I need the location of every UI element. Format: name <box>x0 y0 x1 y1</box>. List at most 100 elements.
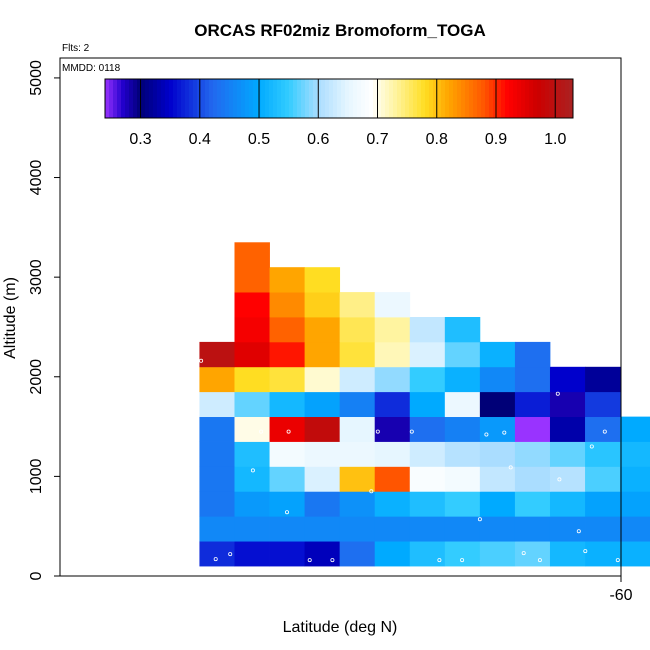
heatmap-cell <box>339 292 376 318</box>
colorbar-swatch <box>229 79 234 118</box>
heatmap-cell <box>620 541 650 567</box>
colorbar-swatch <box>389 79 394 118</box>
colorbar-swatch <box>125 79 130 118</box>
heatmap-cell <box>234 341 270 368</box>
heatmap-cell <box>514 466 551 492</box>
heatmap-cell <box>620 466 650 492</box>
colorbar-swatch <box>385 79 390 118</box>
heatmap-cell <box>304 391 341 418</box>
heatmap-cell <box>234 516 270 542</box>
sample-point <box>307 558 312 563</box>
heatmap-cell <box>339 516 376 542</box>
sample-point <box>602 429 607 434</box>
sample-point <box>437 558 442 563</box>
colorbar-swatch <box>133 79 138 118</box>
heatmap-cell <box>514 541 551 567</box>
colorbar-swatch <box>485 79 490 118</box>
heatmap-cell <box>479 441 516 467</box>
colorbar-swatch <box>137 79 142 118</box>
heatmap-cell <box>444 466 481 492</box>
colorbar-swatch <box>265 79 270 118</box>
colorbar-swatch <box>441 79 446 118</box>
colorbar-swatch <box>561 79 566 118</box>
colorbar-swatch <box>317 79 322 118</box>
sample-point <box>369 489 374 494</box>
colorbar-swatch <box>541 79 546 118</box>
heatmap-cell <box>339 366 376 393</box>
heatmap-cell <box>444 366 481 393</box>
heatmap-cell <box>549 391 586 418</box>
heatmap-cell <box>374 441 411 467</box>
heatmap-cell <box>514 491 551 517</box>
heatmap-cell <box>234 292 270 318</box>
colorbar-swatch <box>189 79 194 118</box>
heatmap-cell <box>234 466 270 492</box>
sample-point <box>330 558 335 563</box>
heatmap-cell <box>479 341 516 368</box>
heatmap-cell <box>585 466 621 492</box>
heatmap-cell <box>444 341 481 368</box>
heatmap-cell <box>374 391 411 418</box>
colorbar-tick-label: 0.4 <box>189 131 211 148</box>
colorbar-tick-label: 1.0 <box>544 131 566 148</box>
colorbar-swatch <box>493 79 498 118</box>
x-tick-label: -60 <box>609 587 632 604</box>
colorbar-tick-label: 0.3 <box>129 131 151 148</box>
chart-title: ORCAS RF02miz Bromoform_TOGA <box>194 21 486 40</box>
colorbar-swatch <box>333 79 338 118</box>
colorbar-swatch <box>525 79 530 118</box>
heatmap-cell <box>304 466 341 492</box>
colorbar-swatch <box>397 79 402 118</box>
colorbar-swatch <box>321 79 326 118</box>
colorbar-swatch <box>221 79 226 118</box>
heatmap-cell <box>514 341 551 368</box>
y-axis-label: Altitude (m) <box>2 277 19 359</box>
heatmap-cell <box>409 516 446 542</box>
colorbar-swatch <box>185 79 190 118</box>
colorbar-swatch <box>345 79 350 118</box>
colorbar-swatch <box>305 79 310 118</box>
sample-point <box>484 432 489 437</box>
sample-point <box>502 430 507 435</box>
colorbar: 0.3 0.4 0.5 0.6 0.7 0.8 0.9 1.0 <box>104 78 574 148</box>
sample-point <box>166 530 171 535</box>
sample-point <box>409 429 414 434</box>
heatmap-cell <box>304 267 341 293</box>
heatmap-cell <box>199 466 235 492</box>
heatmap-cell <box>269 391 305 418</box>
colorbar-swatch <box>129 79 134 118</box>
heatmap-cell <box>339 466 376 492</box>
colorbar-swatch <box>453 79 458 118</box>
colorbar-swatch <box>473 79 478 118</box>
colorbar-swatch <box>153 79 158 118</box>
colorbar-swatch <box>173 79 178 118</box>
heatmap-cell <box>409 441 446 467</box>
colorbar-swatch <box>501 79 506 118</box>
colorbar-swatch <box>205 79 210 118</box>
colorbar-swatch <box>225 79 230 118</box>
colorbar-swatch <box>509 79 514 118</box>
heatmap-cell <box>409 541 446 567</box>
heatmap-cell <box>620 441 650 467</box>
heatmap-cell <box>199 441 235 467</box>
heatmap-cell <box>234 416 270 442</box>
heatmap-cell <box>479 391 516 418</box>
colorbar-swatch <box>245 79 250 118</box>
y-axis: 0 1000 2000 3000 4000 5000 <box>28 60 60 580</box>
sample-point <box>508 465 513 470</box>
colorbar-swatch <box>529 79 534 118</box>
colorbar-swatch <box>405 79 410 118</box>
y-tick-label: 2000 <box>28 359 45 395</box>
heatmap-cell <box>409 317 446 343</box>
heatmap-cell <box>339 341 376 368</box>
heatmap-cell <box>514 516 551 542</box>
colorbar-swatch <box>325 79 330 118</box>
colorbar-tick-label: 0.9 <box>485 131 507 148</box>
colorbar-swatch <box>289 79 294 118</box>
heatmap-cell <box>304 317 341 343</box>
colorbar-ticks: 0.3 0.4 0.5 0.6 0.7 0.8 0.9 1.0 <box>129 79 566 148</box>
heatmap-cell <box>620 416 650 442</box>
heatmap-cell <box>269 541 305 567</box>
colorbar-swatch <box>469 79 474 118</box>
colorbar-swatch <box>381 79 386 118</box>
